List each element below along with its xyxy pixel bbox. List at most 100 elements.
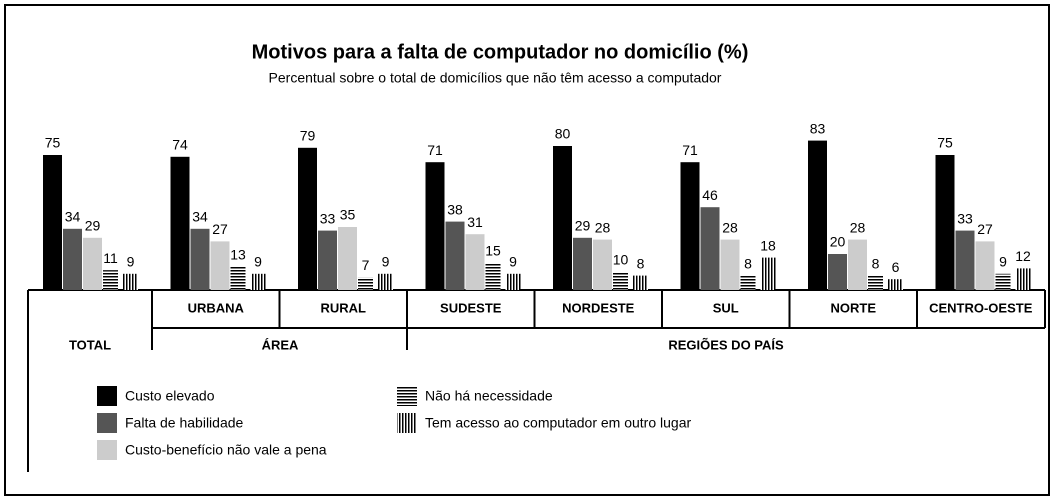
legend-swatch [97, 413, 117, 433]
category-label: RURAL [321, 300, 367, 315]
category-label: SUDESTE [440, 300, 502, 315]
bar [123, 273, 138, 290]
chart-subtitle: Percentual sobre o total de domicílios q… [269, 70, 722, 86]
bar [63, 228, 82, 290]
bar [83, 237, 102, 290]
value-label: 9 [127, 254, 135, 270]
value-label: 34 [192, 209, 208, 225]
value-label: 74 [172, 137, 188, 153]
bar [250, 273, 266, 290]
value-label: 15 [485, 243, 501, 259]
value-label: 10 [613, 252, 629, 268]
bar [210, 241, 230, 290]
value-label: 28 [595, 219, 611, 235]
value-label: 8 [872, 255, 880, 271]
category-label: NORTE [831, 300, 877, 315]
value-label: 8 [637, 255, 645, 271]
bar [868, 275, 883, 290]
value-label: 9 [999, 254, 1007, 270]
value-label: 29 [85, 218, 101, 234]
bar [720, 239, 740, 290]
bar [848, 239, 867, 290]
bar [680, 162, 700, 290]
bar [828, 254, 847, 290]
value-label: 83 [810, 120, 826, 136]
bar [1015, 268, 1031, 290]
legend-swatch [397, 413, 417, 433]
value-label: 12 [1015, 248, 1031, 264]
value-label: 33 [957, 210, 973, 226]
value-label: 20 [830, 234, 846, 250]
group-label: ÁREA [262, 337, 299, 352]
value-label: 38 [447, 201, 463, 217]
category-label: URBANA [188, 300, 245, 315]
bar [700, 207, 720, 290]
bar [740, 275, 756, 290]
bar [760, 257, 776, 290]
value-label: 9 [382, 254, 390, 270]
bar [103, 270, 118, 290]
bar [485, 263, 501, 290]
value-label: 80 [555, 126, 571, 142]
bar [465, 234, 485, 290]
value-label: 28 [850, 219, 866, 235]
value-label: 27 [212, 221, 228, 237]
value-label: 6 [892, 259, 900, 275]
bar [298, 147, 317, 290]
group-label: REGIÕES DO PAÍS [668, 337, 784, 352]
bar [975, 241, 995, 290]
bar [170, 156, 190, 290]
legend-label: Não há necessidade [425, 388, 553, 404]
category-label: CENTRO-OESTE [929, 300, 1033, 315]
value-label: 34 [65, 209, 81, 225]
value-label: 7 [362, 257, 370, 273]
bar [573, 237, 592, 290]
legend-label: Falta de habilidade [125, 415, 244, 431]
bar [230, 266, 246, 290]
legend-label: Custo-benefício não vale a pena [125, 442, 327, 458]
legend-swatch [97, 386, 117, 406]
bar [445, 221, 465, 290]
category-label: TOTAL [69, 337, 111, 352]
chart-title: Motivos para a falta de computador no do… [252, 41, 749, 63]
value-label: 75 [45, 135, 61, 151]
value-label: 11 [103, 250, 118, 266]
bar [935, 155, 955, 290]
bar [358, 277, 373, 290]
bar [553, 146, 572, 290]
value-label: 9 [509, 254, 517, 270]
bar [338, 227, 357, 290]
bar [808, 140, 827, 290]
bar [613, 272, 628, 290]
value-label: 27 [977, 221, 993, 237]
value-label: 29 [575, 218, 591, 234]
category-label: NORDESTE [562, 300, 635, 315]
value-label: 71 [427, 142, 443, 158]
legend-swatch [97, 440, 117, 460]
bar [633, 275, 648, 290]
value-label: 35 [340, 207, 356, 223]
value-label: 71 [682, 142, 698, 158]
value-label: 75 [937, 135, 953, 151]
value-label: 8 [744, 255, 752, 271]
value-label: 46 [702, 187, 718, 203]
category-label: SUL [713, 300, 739, 315]
bar [593, 239, 612, 290]
legend-label: Custo elevado [125, 388, 215, 404]
legend-label: Tem acesso ao computador em outro lugar [425, 415, 691, 431]
bar [318, 230, 337, 290]
bar [378, 273, 393, 290]
value-label: 33 [320, 210, 336, 226]
value-label: 79 [300, 128, 316, 144]
bar [190, 228, 210, 290]
bar [955, 230, 975, 290]
bar [888, 279, 903, 290]
value-label: 31 [467, 214, 483, 230]
bar [995, 273, 1011, 290]
value-label: 18 [760, 237, 776, 253]
bar [505, 273, 521, 290]
bar [43, 155, 62, 290]
value-label: 28 [722, 219, 738, 235]
bar [425, 162, 445, 290]
